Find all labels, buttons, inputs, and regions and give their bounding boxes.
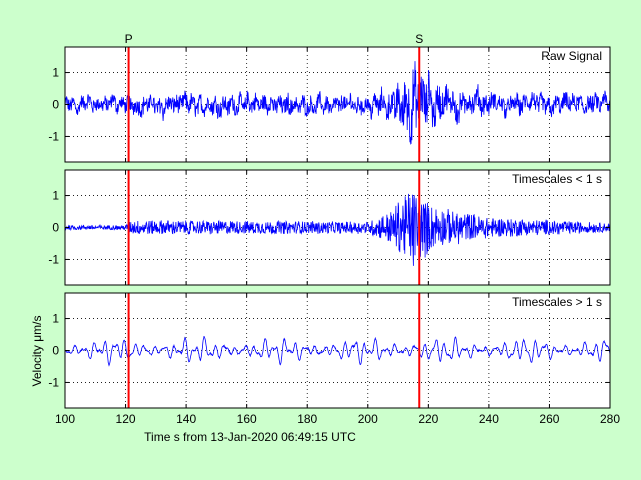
x-tick-label: 100: [55, 412, 75, 426]
x-tick-label: 240: [479, 412, 499, 426]
pick-label-P: P: [125, 32, 133, 46]
panel-1: -1 0 1 Raw Signal: [48, 46, 611, 163]
panels-group: -1 0 1 Raw Signal -1 0 1 Timescales < 1 s -1 0 1 Ti…: [48, 46, 611, 409]
x-axis-label: Time s from 13-Jan-2020 06:49:15 UTC: [144, 430, 356, 444]
x-tick-label: 280: [600, 412, 620, 426]
panel-2: -1 0 1 Timescales < 1 s: [48, 169, 611, 286]
y-axis-label: Velocity μm/s: [30, 316, 44, 387]
y-tick-label: 1: [52, 312, 59, 326]
y-tick-label: 0: [52, 344, 59, 358]
pick-label-S: S: [415, 32, 423, 46]
x-tick-label: 120: [116, 412, 136, 426]
y-tick-label: -1: [48, 129, 59, 143]
x-tick-label: 220: [418, 412, 438, 426]
panel-annotation: Raw Signal: [541, 49, 602, 63]
y-tick-label: -1: [48, 252, 59, 266]
panel-3: -1 0 1 Timescales > 1 s: [48, 292, 611, 409]
signal-trace: [64, 61, 611, 145]
panel-annotation: Timescales < 1 s: [512, 172, 602, 186]
panel-annotation: Timescales > 1 s: [512, 295, 602, 309]
x-tick-label: 200: [358, 412, 378, 426]
signal-trace: [64, 193, 611, 266]
y-tick-label: 1: [52, 66, 59, 80]
signal-trace: [64, 335, 611, 367]
x-axis: 100 120 140 160 180 200 220 240 260 280: [55, 412, 620, 426]
y-tick-label: 1: [52, 189, 59, 203]
x-tick-label: 160: [237, 412, 257, 426]
x-tick-label: 140: [176, 412, 196, 426]
x-tick-label: 260: [539, 412, 559, 426]
y-tick-label: -1: [48, 375, 59, 389]
y-tick-label: 0: [52, 221, 59, 235]
y-tick-label: 0: [52, 98, 59, 112]
x-tick-label: 180: [297, 412, 317, 426]
